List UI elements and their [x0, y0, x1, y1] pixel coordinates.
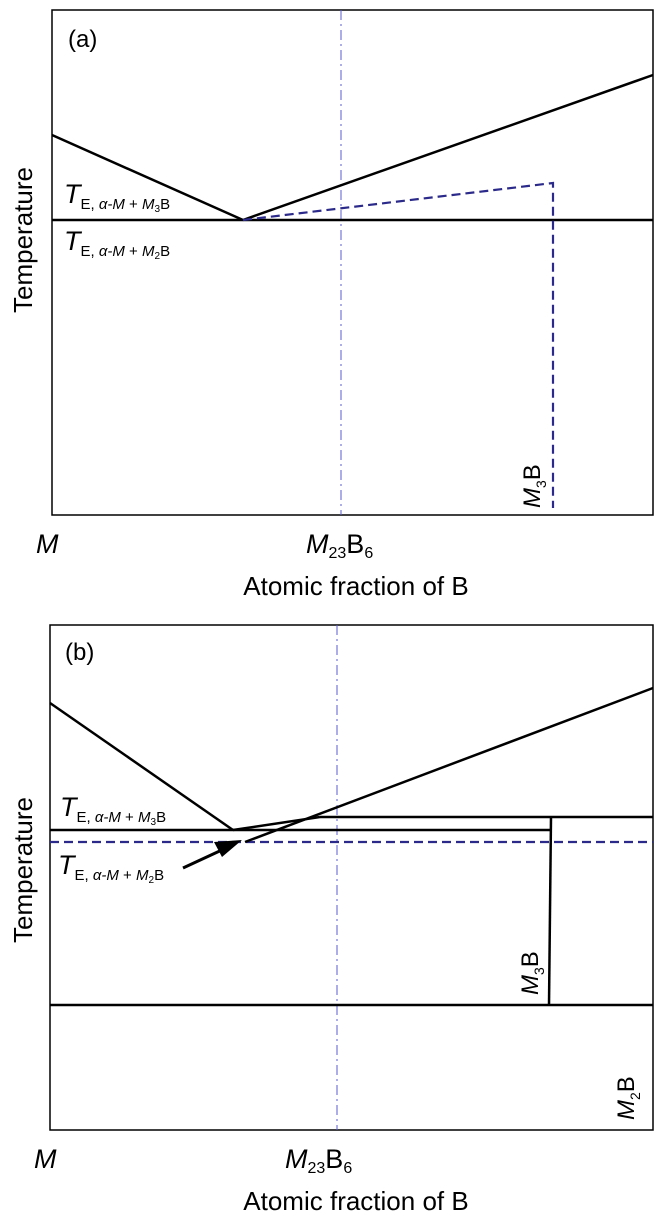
panel-b-x-m23b6-label: M23B6: [285, 1144, 352, 1177]
panel-a-x-m23b6-label: M23B6: [306, 529, 373, 562]
panel-a: (a) TE, α-M + M3B TE, α-M + M2B M3B Temp…: [8, 9, 654, 601]
panel-b: (b) TE, α-M + M3B TE, α-M + M2B M3B M2: [8, 624, 654, 1216]
panel-b-liquidus-right: [244, 686, 654, 844]
panel-a-xlabel: Atomic fraction of B: [243, 571, 468, 601]
panel-a-m3b-label: M3B: [519, 464, 549, 508]
panel-a-eutectic-lower-label: TE, α-M + M2B: [64, 226, 170, 262]
panel-b-arrow-shaft: [182, 847, 225, 870]
panel-a-label: (a): [68, 26, 97, 53]
panel-b-x-left-label: M: [34, 1144, 57, 1174]
panel-b-frame: [49, 624, 654, 1131]
panel-b-eutectic-upper-label: TE, α-M + M3B: [60, 792, 166, 828]
panel-b-m2b-label: M2B: [613, 1076, 643, 1120]
panel-b-eutectic-lower-label: TE, α-M + M2B: [58, 850, 164, 886]
panel-a-ylabel: Temperature: [8, 167, 38, 313]
panel-b-arrow-head: [214, 840, 242, 857]
panel-a-liquidus-right: [242, 73, 654, 222]
panel-a-x-left-label: M: [36, 529, 59, 559]
panel-b-m3b-vertical: [547, 816, 553, 1006]
panel-b-label: (b): [65, 639, 94, 666]
panel-a-eutectic-upper-label: TE, α-M + M3B: [64, 179, 170, 215]
panel-b-ylabel: Temperature: [8, 797, 38, 943]
panel-b-liquidus-left: [49, 701, 234, 832]
panel-b-m3b-label: M3B: [517, 951, 547, 995]
panel-a-frame: [51, 9, 654, 516]
panel-a-liquidus-left: [51, 133, 244, 222]
panel-a-metastable-liquidus: [242, 181, 555, 508]
panel-b-xlabel: Atomic fraction of B: [243, 1186, 468, 1216]
